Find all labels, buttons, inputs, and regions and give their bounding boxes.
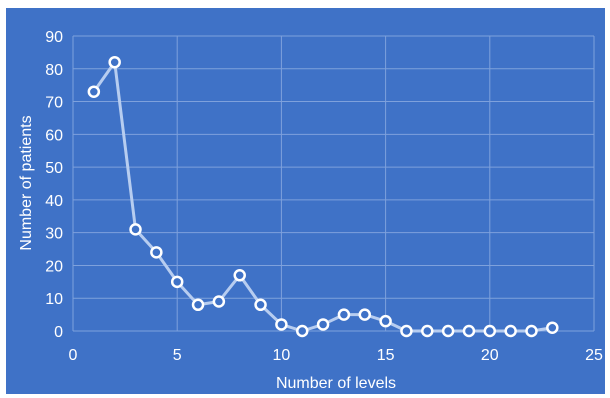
y-tick-label: 70 [45, 95, 63, 112]
y-tick-label: 60 [45, 127, 63, 144]
data-point [191, 298, 205, 312]
data-point [295, 324, 309, 338]
y-tick-label: 10 [45, 291, 63, 308]
x-axis-title: Number of levels [276, 375, 396, 392]
x-tick-label: 5 [173, 347, 182, 364]
data-point [483, 324, 497, 338]
x-tick-label: 0 [69, 347, 78, 364]
data-point [316, 318, 330, 331]
grid-lines [72, 35, 595, 332]
data-point [108, 55, 121, 69]
data-point [337, 308, 351, 321]
y-axis-title: Number of patients [18, 115, 35, 250]
y-tick-label: 0 [54, 324, 63, 341]
data-point [379, 314, 392, 328]
data-point [441, 324, 455, 338]
data-point [504, 324, 517, 338]
y-tick-label: 20 [45, 258, 63, 275]
x-tick-label: 15 [377, 347, 395, 364]
data-point [150, 246, 163, 259]
data-point [254, 298, 267, 312]
data-point [87, 85, 101, 98]
x-tick-label: 20 [481, 347, 499, 364]
data-point [462, 324, 476, 338]
data-point [546, 321, 559, 334]
x-tick-label: 25 [585, 347, 603, 364]
data-point [421, 324, 434, 338]
y-tick-label: 90 [45, 29, 63, 46]
series-line [92, 60, 554, 333]
data-point [400, 324, 413, 338]
y-tick-label: 40 [45, 193, 63, 210]
data-point [233, 269, 246, 282]
data-point [170, 275, 184, 289]
series-layer [87, 55, 559, 338]
x-tick-label: 10 [273, 347, 291, 364]
data-point [275, 318, 288, 331]
data-point [525, 324, 538, 338]
tick-labels: 0 10 20 30 40 50 60 70 80 90 0 5 10 15 20 25 [45, 29, 603, 364]
y-tick-label: 50 [45, 160, 63, 177]
y-tick-label: 30 [45, 226, 63, 243]
y-tick-label: 80 [45, 62, 63, 79]
data-point [358, 308, 372, 321]
data-point [212, 295, 226, 308]
data-point [129, 223, 142, 236]
